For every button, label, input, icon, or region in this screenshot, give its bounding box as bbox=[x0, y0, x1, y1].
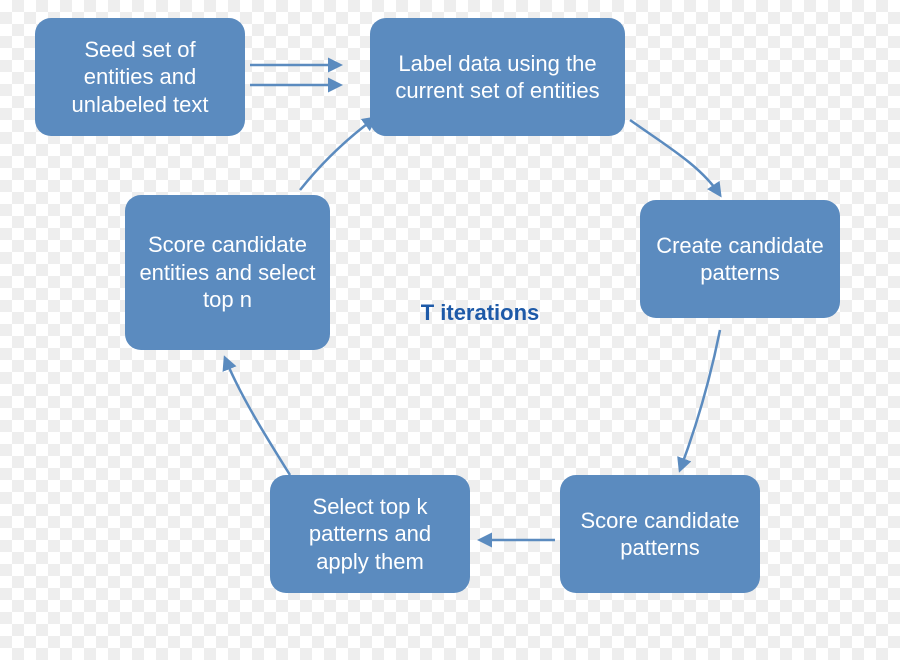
node-label: Label data using the current set of enti… bbox=[370, 18, 625, 136]
diagram-canvas: Seed set of entities and unlabeled text L… bbox=[0, 0, 900, 660]
node-create: Create candidate patterns bbox=[640, 200, 840, 318]
node-select: Select top k patterns and apply them bbox=[270, 475, 470, 593]
node-seed: Seed set of entities and unlabeled text bbox=[35, 18, 245, 136]
node-scoreE: Score candidate entities and select top … bbox=[125, 195, 330, 350]
node-scoreP: Score candidate patterns bbox=[560, 475, 760, 593]
center-label: T iterations bbox=[405, 300, 555, 326]
